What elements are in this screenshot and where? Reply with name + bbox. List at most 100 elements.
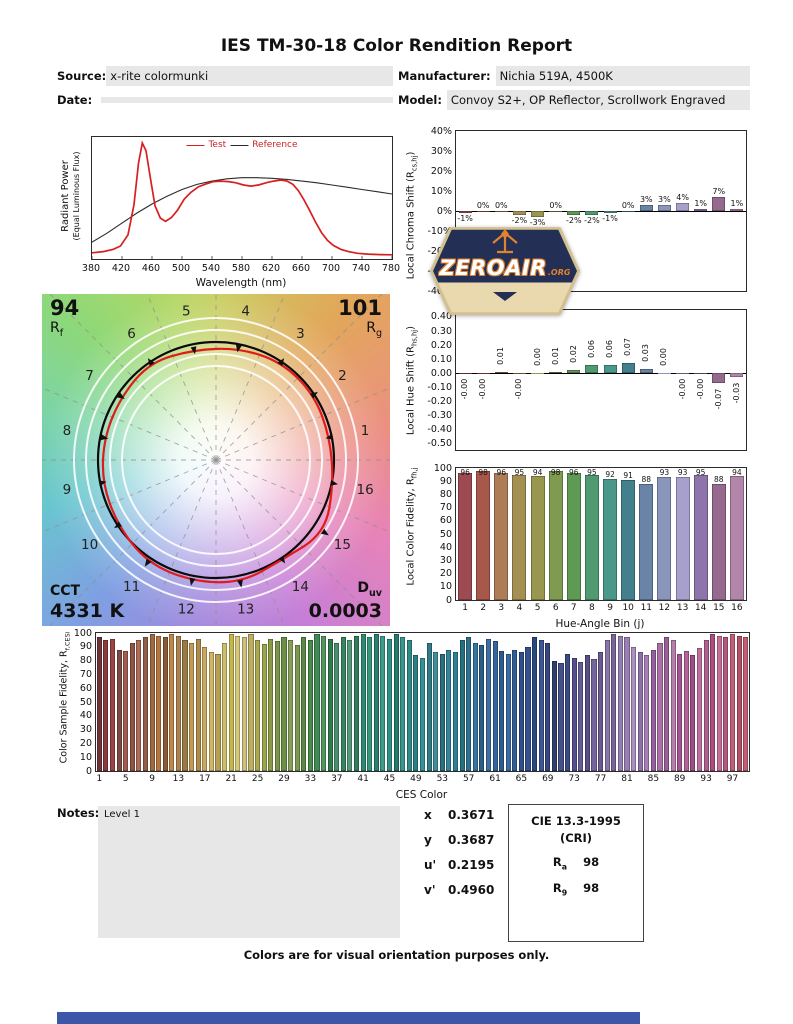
- bar: [248, 634, 254, 771]
- shift-arrow-icon: [144, 558, 152, 567]
- bar: [109, 638, 116, 771]
- spd-ylabel-line2: (Equal Luminous Flux): [72, 151, 81, 241]
- x-tick-label: 17: [199, 774, 211, 784]
- spd-legend: Test Reference: [186, 140, 298, 150]
- bar-value-label: 95: [587, 468, 597, 477]
- y-tick-label: 0%: [436, 205, 452, 217]
- bar-value-label: 91: [623, 470, 633, 480]
- bar: [241, 637, 247, 771]
- bar: [321, 635, 327, 771]
- x-tick-label: 15: [713, 603, 725, 613]
- bar: [585, 211, 599, 215]
- reference-legend-label: Reference: [252, 140, 298, 150]
- bar: [347, 639, 353, 771]
- bar-value-label: -2%: [584, 216, 600, 225]
- bar-value-label: 0.06: [586, 339, 596, 358]
- bar: [268, 638, 274, 771]
- badge-name: ZEROAIR: [439, 256, 547, 280]
- y-tick-label: 0: [445, 594, 452, 606]
- bar: [657, 642, 663, 771]
- bar: [712, 197, 726, 211]
- zeroair-watermark: ZEROAIR.ORG: [430, 220, 580, 322]
- bar-value-label: 0.03: [641, 343, 651, 362]
- bar: [466, 637, 472, 771]
- bin-divider-line: [146, 459, 217, 626]
- bar: [696, 648, 703, 771]
- bar: [584, 655, 590, 771]
- y-tick-label: -0.10: [427, 381, 452, 393]
- hue-bin-number: 5: [182, 303, 191, 319]
- x-tick-label: 53: [436, 774, 449, 784]
- rf-label-pre: R: [50, 320, 60, 336]
- fidelity-plot-area: 100 90 80 70 60 50 40 30 20 10 0 96 98 96 95 94 98 96 95 92…: [434, 463, 747, 613]
- cie-cri-box: CIE 13.3-1995 (CRI) Ra 98 R9 98: [508, 804, 644, 942]
- test-curve: [92, 140, 392, 256]
- guide-circle: [109, 353, 323, 567]
- x-tick-label: 1: [96, 774, 103, 784]
- bar: [729, 475, 744, 600]
- zero-line: [456, 373, 746, 374]
- bar: [566, 473, 581, 600]
- x-tick-label: 97: [726, 774, 739, 784]
- spd-x-ticks: 380 420 460 500 540 580 620 660 700 740 780: [82, 263, 400, 275]
- x-tick-label: 33: [304, 774, 317, 784]
- bar: [458, 473, 473, 600]
- y-tick-label: 70: [79, 668, 92, 680]
- ces-plot-area: 100 90 80 70 60 50 40 30 20 10 0 1 5 9 13 17 21 25 29 33 37 4…: [74, 628, 750, 784]
- bar-value-label: 0.02: [568, 345, 578, 364]
- bar: [675, 477, 690, 600]
- spd-x-tick: 460: [141, 263, 161, 274]
- y-tick-label: 20: [79, 737, 92, 749]
- y-tick-label: 20%: [430, 165, 452, 177]
- bar: [558, 663, 564, 771]
- bar-value-label: 7%: [712, 187, 726, 196]
- bar: [476, 211, 490, 212]
- bar-value-label: 0.07: [623, 338, 633, 357]
- x-tick-label: 49: [410, 774, 422, 784]
- bar: [116, 649, 122, 771]
- reference-curve: [92, 177, 392, 243]
- shift-arrow-icon: [320, 528, 329, 536]
- y-tick-label: -0.30: [427, 409, 452, 421]
- spd-y-axis-label: Radiant Power (Equal Luminous Flux): [60, 126, 86, 266]
- bar-value-label: -0.00: [514, 378, 524, 400]
- ces-x-axis-label: CES Color: [395, 789, 448, 801]
- y-tick-label: 50: [79, 696, 92, 708]
- bar: [494, 371, 508, 373]
- bar-value-label: 3%: [658, 195, 671, 204]
- bar-value-label: 96: [496, 468, 507, 477]
- x-tick-label: 9: [607, 603, 613, 613]
- bar-value-label: -2%: [511, 216, 528, 225]
- r9-label: R9: [553, 881, 567, 897]
- y-tick-label: 20: [439, 568, 452, 580]
- bar: [703, 639, 709, 771]
- hue-plot-area: 0.40 0.30 0.20 0.10 0.00 -0.10 -0.20 -0.30 -0.40…: [427, 309, 747, 451]
- shift-arrow-icon: [277, 358, 285, 366]
- x-tick-label: 85: [647, 774, 660, 784]
- rf-label-sub: f: [59, 327, 64, 339]
- x-tick-label: 41: [357, 774, 369, 784]
- u-prime-value: 0.2195: [448, 858, 495, 872]
- bar: [301, 637, 307, 771]
- x-tick-label: 5: [534, 603, 541, 613]
- bar-value-label: -0.03: [731, 382, 741, 404]
- y-tick-label: 90: [79, 641, 92, 653]
- bar: [360, 634, 366, 771]
- bar: [603, 478, 618, 600]
- x-tick-label: 89: [673, 774, 686, 784]
- bar: [458, 211, 472, 213]
- bar: [129, 642, 135, 771]
- y-tick-label: 0.40: [430, 311, 452, 323]
- bar: [433, 652, 439, 771]
- bar: [195, 638, 201, 771]
- bin-divider-line: [215, 294, 383, 461]
- hue-bin-number: 4: [241, 303, 250, 319]
- x-tick-label: 45: [383, 774, 396, 784]
- badge-tld: .ORG: [547, 268, 571, 277]
- y-tick-label: 80: [79, 655, 92, 667]
- x-tick-label: 93: [700, 774, 712, 784]
- ra-label: Ra: [553, 855, 567, 871]
- bar: [690, 655, 696, 771]
- bar: [136, 639, 142, 771]
- manufacturer-label: Manufacturer:: [398, 69, 491, 83]
